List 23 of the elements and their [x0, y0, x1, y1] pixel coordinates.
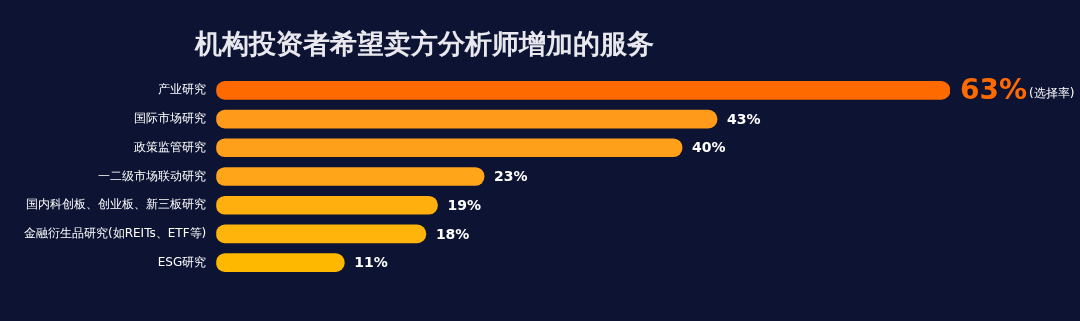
y-tick-label: 国际市场研究	[134, 111, 207, 126]
bar	[216, 167, 485, 186]
y-tick-label: ESG研究	[157, 254, 207, 269]
data-label: 11%	[354, 254, 388, 271]
chart-title: 机构投资者希望卖方分析师增加的服务	[195, 27, 654, 61]
data-label: 18%	[435, 225, 470, 242]
data-label: 23%	[494, 168, 528, 185]
bar	[216, 138, 683, 158]
bar	[216, 81, 950, 100]
text: (选择率)	[1029, 86, 1075, 101]
y-tick-label: 国内科创板、创业板、新三板研究	[26, 197, 207, 212]
bar	[216, 253, 345, 272]
bar	[216, 195, 438, 215]
data-label: 40%	[692, 139, 726, 156]
bar	[216, 224, 427, 244]
data-label: 63%	[960, 72, 1028, 106]
data-label: 19%	[447, 196, 482, 213]
y-tick-label: 金融衍生品研究(如REITs、ETF等)	[24, 226, 207, 241]
bar	[216, 109, 718, 129]
y-tick-label: 产业研究	[158, 82, 207, 97]
y-tick-label: 一二级市场联动研究	[98, 168, 207, 183]
data-label: 43%	[727, 110, 761, 127]
y-tick-label: 政策监管研究	[134, 139, 207, 154]
